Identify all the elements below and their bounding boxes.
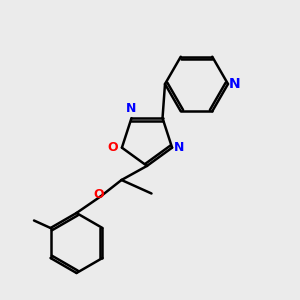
Text: O: O [93, 188, 104, 202]
Text: N: N [126, 102, 137, 115]
Text: N: N [229, 77, 241, 91]
Text: O: O [108, 141, 118, 154]
Text: N: N [174, 141, 184, 154]
